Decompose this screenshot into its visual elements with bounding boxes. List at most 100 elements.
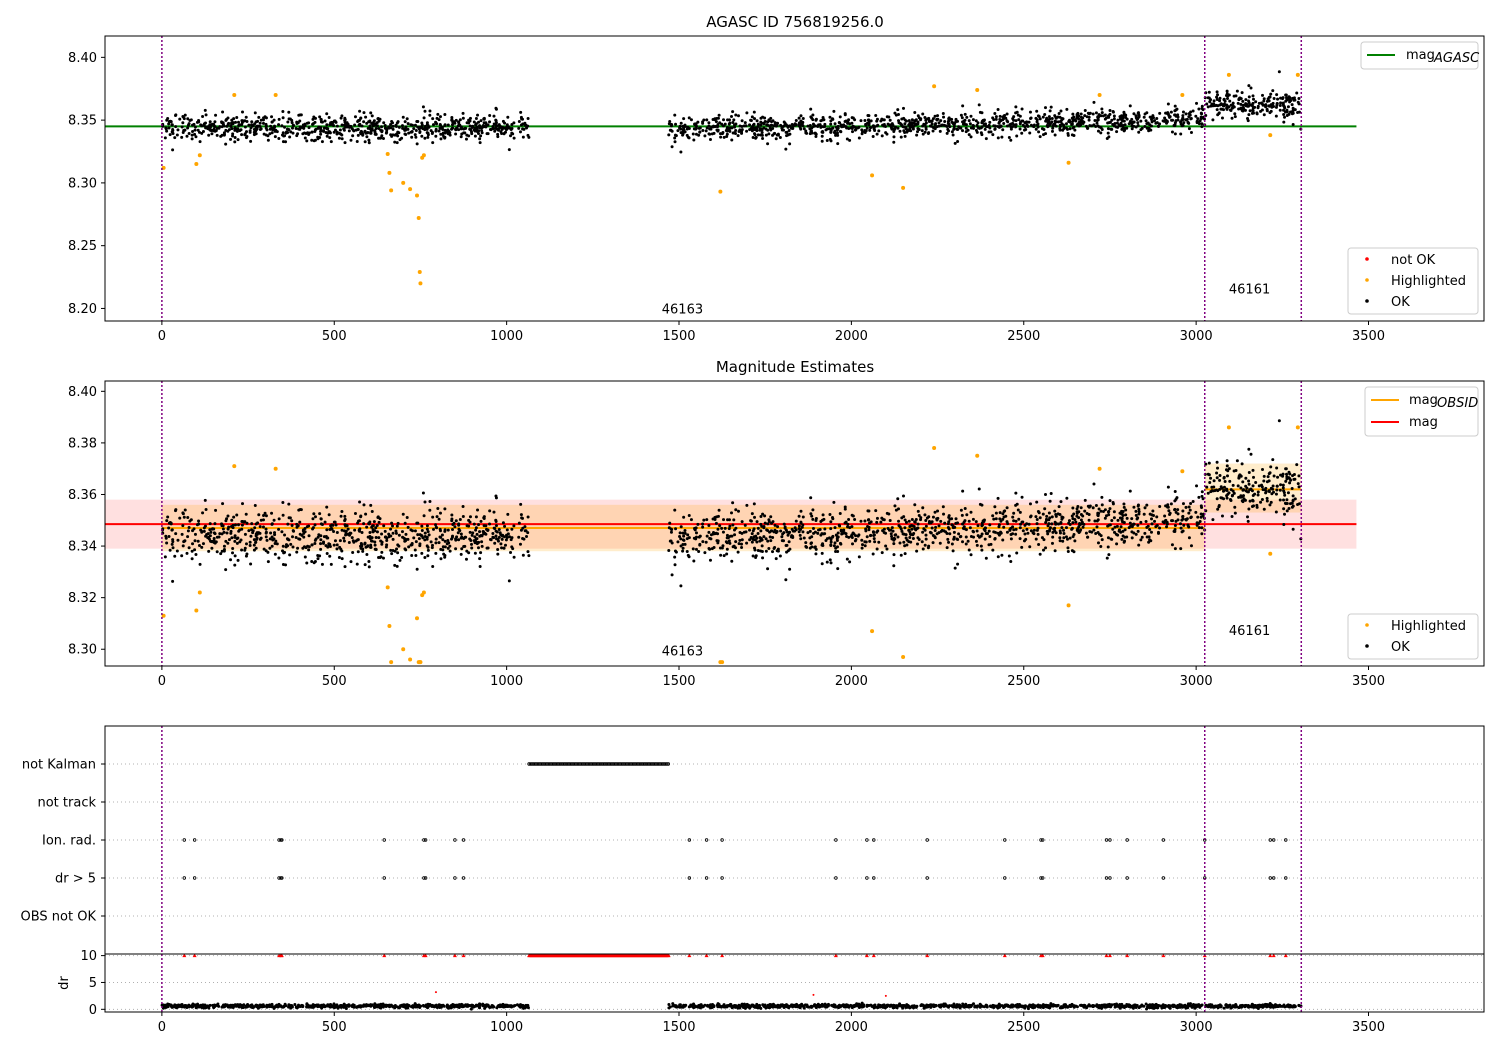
- ok-point: [892, 135, 896, 139]
- ok-point: [755, 520, 759, 524]
- ok-point: [1189, 131, 1193, 135]
- ok-point: [1109, 537, 1113, 541]
- ok-point: [773, 121, 777, 125]
- legend-box: [1347, 613, 1479, 660]
- ok-point: [231, 547, 235, 551]
- ok-point: [325, 112, 329, 116]
- dr-gt5-point: [382, 876, 386, 880]
- ok-point: [799, 123, 803, 127]
- ok-point: [1011, 515, 1015, 519]
- ok-point: [1047, 115, 1051, 119]
- ok-point: [998, 117, 1002, 121]
- ok-point: [707, 121, 711, 125]
- ok-point: [222, 544, 226, 548]
- ok-point: [367, 120, 371, 124]
- ok-point: [258, 125, 262, 129]
- ok-point: [494, 107, 498, 111]
- ok-point: [313, 523, 317, 527]
- ok-point: [1261, 467, 1265, 471]
- ok-point: [191, 542, 195, 546]
- ok-point: [520, 117, 524, 121]
- ok-point: [215, 126, 219, 130]
- ok-point: [929, 521, 933, 525]
- ok-point: [996, 496, 1000, 500]
- ok-point: [486, 123, 490, 127]
- ok-point: [478, 564, 482, 568]
- dr-point: [293, 1002, 297, 1006]
- ok-point: [737, 542, 741, 546]
- ok-point: [325, 536, 329, 540]
- ok-point: [410, 130, 414, 134]
- ok-point: [848, 560, 852, 564]
- ok-point: [1145, 503, 1149, 507]
- x-tick-label: 2500: [1007, 329, 1040, 344]
- ok-point: [258, 531, 262, 535]
- ok-point: [415, 142, 419, 146]
- ok-point: [262, 514, 266, 518]
- ok-point: [329, 562, 333, 566]
- ok-point: [467, 518, 471, 522]
- ok-point: [190, 137, 194, 141]
- dr-point: [483, 1006, 487, 1010]
- ok-point: [771, 520, 775, 524]
- ok-point: [448, 544, 452, 548]
- ok-point: [799, 114, 803, 118]
- ok-point: [215, 550, 219, 554]
- ok-point: [1035, 120, 1039, 124]
- ok-point: [391, 524, 395, 528]
- ok-point: [436, 506, 440, 510]
- ok-point: [843, 119, 847, 123]
- ok-point: [1239, 486, 1243, 490]
- ok-point: [334, 523, 338, 527]
- ok-point: [838, 512, 842, 516]
- ok-point: [321, 129, 325, 133]
- ok-point: [872, 537, 876, 541]
- ok-point: [806, 124, 810, 128]
- ok-point: [836, 549, 840, 553]
- ok-point: [1207, 461, 1211, 465]
- ok-point: [380, 532, 384, 536]
- ok-point: [1285, 498, 1289, 502]
- ok-point: [1291, 527, 1295, 531]
- ok-point: [380, 134, 384, 138]
- ok-point: [380, 125, 384, 129]
- ok-point: [850, 513, 854, 517]
- ok-point: [1050, 129, 1054, 133]
- ok-point: [831, 126, 835, 130]
- ok-point: [1218, 99, 1222, 103]
- ok-point: [1103, 117, 1107, 121]
- ok-point: [846, 522, 850, 526]
- ok-point: [441, 128, 445, 132]
- ok-point: [1213, 104, 1217, 108]
- ok-point: [1058, 513, 1062, 517]
- ok-point: [947, 520, 951, 524]
- ok-point: [1179, 122, 1183, 126]
- ok-point: [667, 549, 671, 553]
- ok-point: [446, 546, 450, 550]
- ok-point: [1012, 528, 1016, 532]
- ok-point: [265, 128, 269, 132]
- ok-point: [923, 528, 927, 532]
- ok-point: [1087, 505, 1091, 509]
- ok-point: [1215, 95, 1219, 99]
- x-tick-label: 500: [322, 674, 347, 689]
- ok-point: [1032, 528, 1036, 532]
- ok-point: [1086, 126, 1090, 130]
- ok-point: [498, 531, 502, 535]
- ok-point: [509, 550, 513, 554]
- ok-point: [962, 520, 966, 524]
- highlighted-point: [1295, 72, 1300, 77]
- ok-point: [1076, 111, 1080, 115]
- ok-point: [459, 532, 463, 536]
- ok-point: [353, 511, 357, 515]
- ok-point: [339, 132, 343, 136]
- ok-point: [212, 122, 216, 126]
- ok-point: [1242, 103, 1246, 107]
- ok-point: [437, 541, 441, 545]
- ion-rad-point: [1108, 838, 1112, 842]
- ok-point: [1240, 494, 1244, 498]
- ok-point: [461, 116, 465, 120]
- ok-point: [977, 103, 981, 107]
- ok-point: [1168, 511, 1172, 515]
- ok-point: [843, 507, 847, 511]
